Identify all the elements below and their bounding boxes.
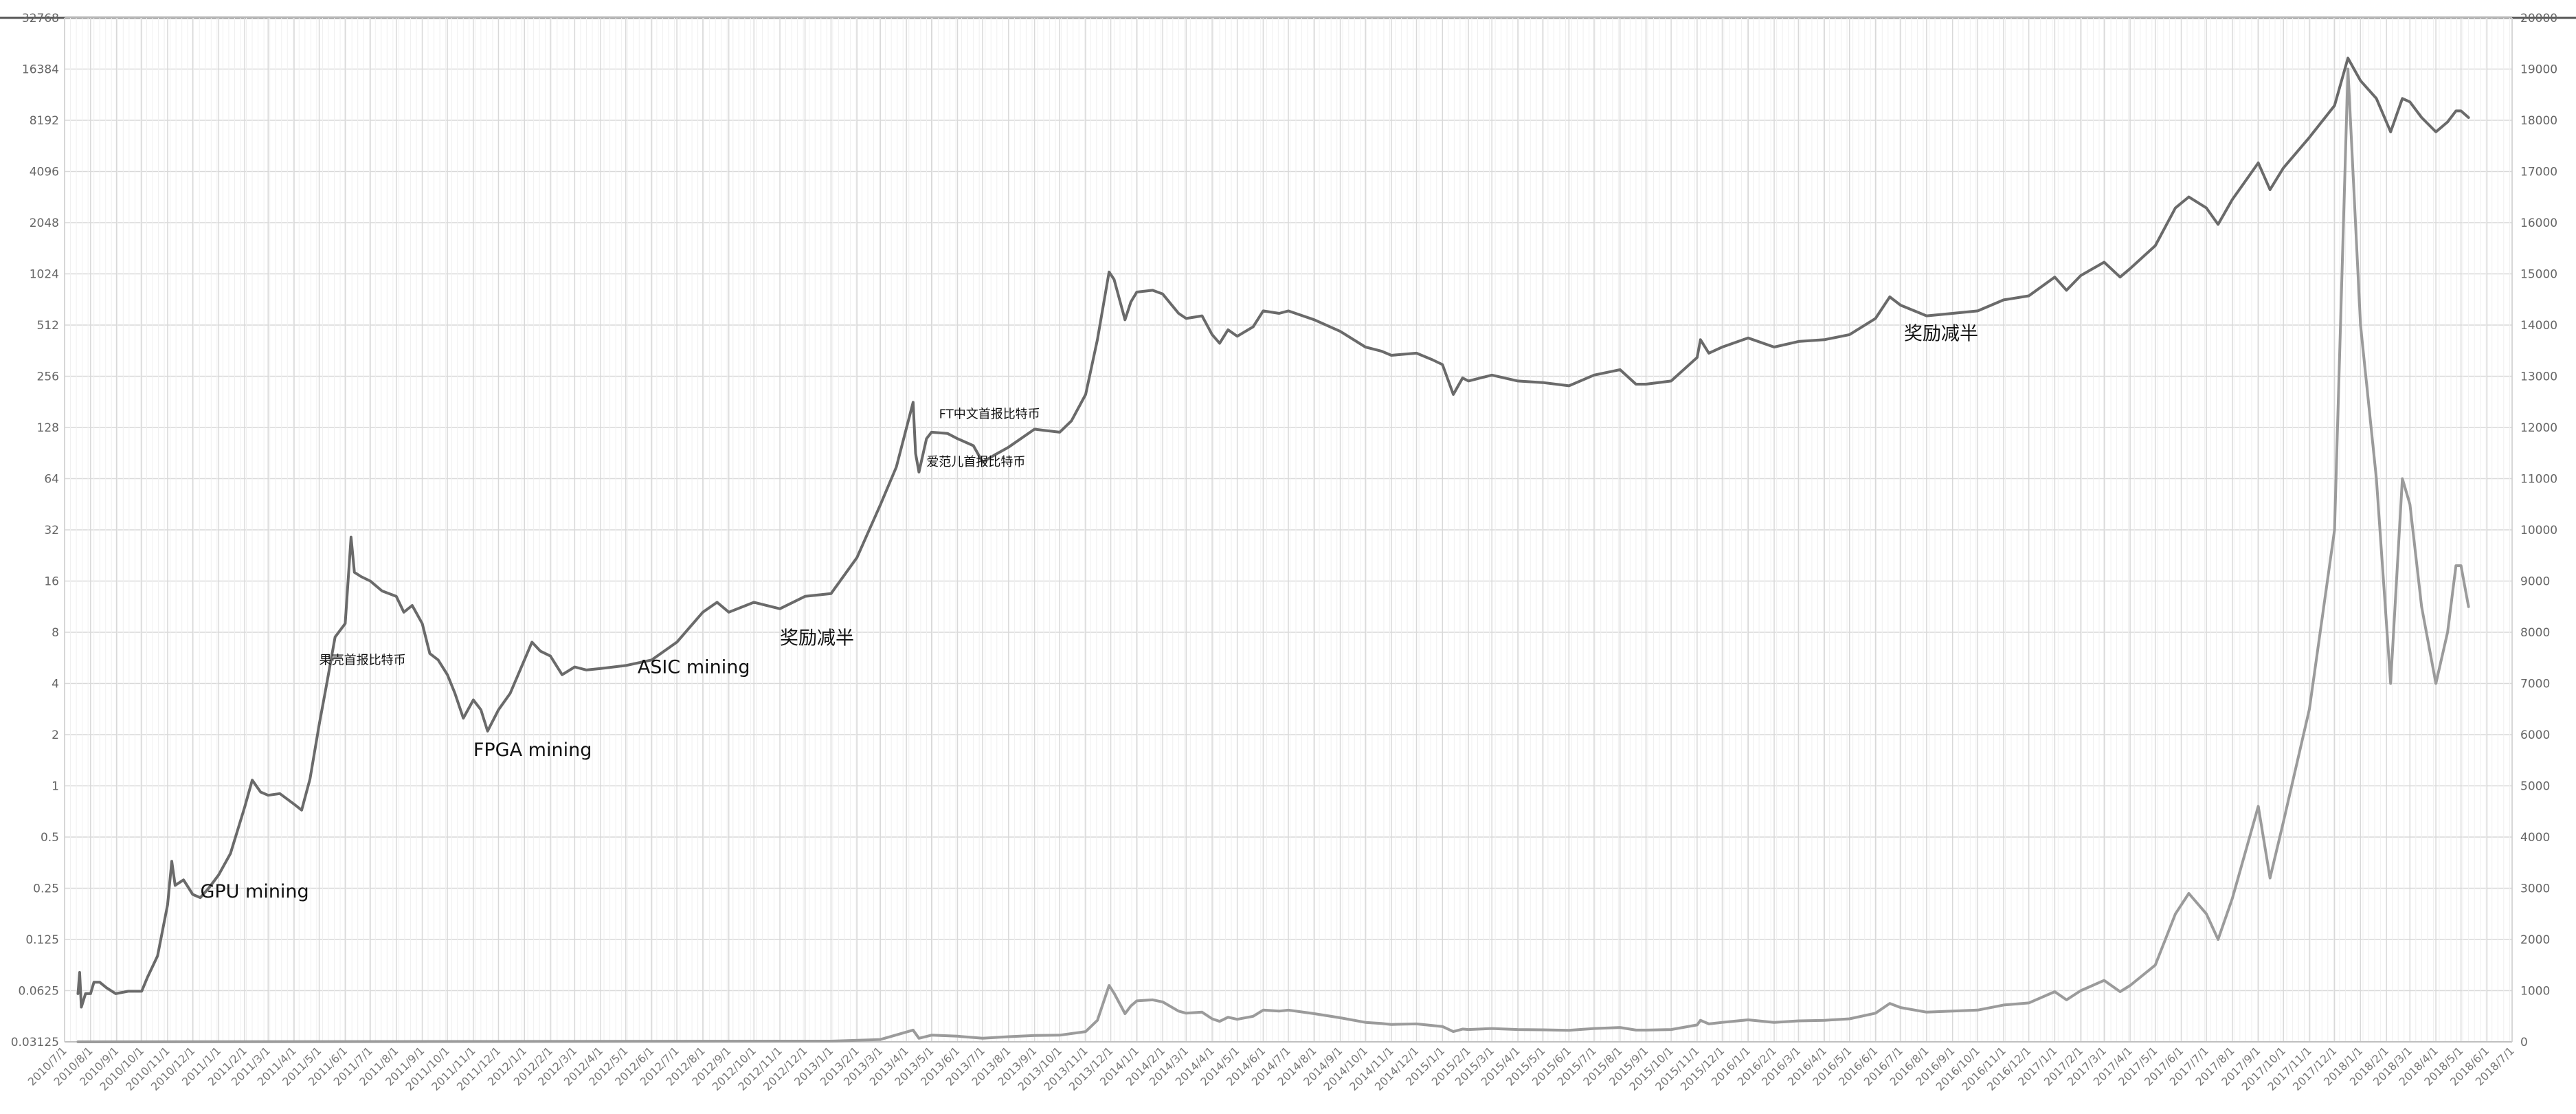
left-tick-label: 256 xyxy=(37,370,59,384)
chart-annotation: FT中文首报比特币 xyxy=(939,408,1040,422)
left-tick-label: 16384 xyxy=(22,63,59,77)
right-tick-label: 17000 xyxy=(2520,166,2557,179)
left-axis-ticks: 0.03125 0.0625 0.125 0.25 0.5 1 2 4 8 16 32 64 128 25… xyxy=(11,12,59,1049)
series-line-left-axis xyxy=(76,56,2470,1009)
left-tick-label: 0.25 xyxy=(33,882,59,896)
right-axis-ticks: 0 1000 2000 3000 4000 5000 6000 7000 8000 9000 100… xyxy=(2520,12,2557,1049)
right-tick-label: 15000 xyxy=(2520,268,2557,282)
left-tick-label: 1024 xyxy=(30,268,59,282)
left-tick-label: 4096 xyxy=(30,166,59,179)
left-tick-label: 0.03125 xyxy=(11,1036,59,1049)
left-tick-label: 8192 xyxy=(30,114,59,128)
right-tick-label: 9000 xyxy=(2520,575,2550,589)
chart-annotation: 奖励减半 xyxy=(1904,323,1978,344)
right-tick-label: 19000 xyxy=(2520,63,2557,77)
left-tick-label: 8 xyxy=(52,626,59,640)
right-tick-label: 12000 xyxy=(2520,421,2557,435)
right-tick-label: 10000 xyxy=(2520,524,2557,537)
chart-annotation: 果壳首报比特币 xyxy=(320,653,406,667)
right-tick-label: 0 xyxy=(2520,1036,2528,1049)
chart-annotation: 奖励减半 xyxy=(780,627,854,649)
right-tick-label: 7000 xyxy=(2520,678,2550,691)
right-tick-label: 14000 xyxy=(2520,319,2557,333)
left-tick-label: 4 xyxy=(52,678,59,691)
right-tick-label: 11000 xyxy=(2520,473,2557,487)
chart-annotation: 爱范儿首报比特币 xyxy=(926,455,1025,469)
left-tick-label: 512 xyxy=(37,319,59,333)
left-tick-label: 16 xyxy=(44,575,59,589)
left-tick-label: 32768 xyxy=(22,12,59,25)
right-tick-label: 2000 xyxy=(2520,933,2550,947)
right-tick-label: 8000 xyxy=(2520,626,2550,640)
left-tick-label: 2 xyxy=(52,728,59,742)
left-tick-label: 64 xyxy=(44,473,59,487)
right-tick-label: 5000 xyxy=(2520,780,2550,794)
annotations: GPU mining 果壳首报比特币 FPGA mining ASIC mining 奖… xyxy=(200,323,1978,902)
series-line-right-axis xyxy=(76,67,2470,1043)
right-tick-label: 18000 xyxy=(2520,114,2557,128)
series-lines xyxy=(76,56,2470,1043)
vertical-gridlines xyxy=(64,18,2513,1043)
left-tick-label: 1 xyxy=(52,780,59,794)
right-tick-label: 3000 xyxy=(2520,882,2550,896)
right-tick-label: 20000 xyxy=(2520,12,2557,25)
right-tick-label: 6000 xyxy=(2520,728,2550,742)
chart-annotation: ASIC mining xyxy=(638,656,750,678)
right-tick-label: 16000 xyxy=(2520,216,2557,230)
right-tick-label: 13000 xyxy=(2520,370,2557,384)
left-tick-label: 0.5 xyxy=(41,831,59,845)
left-tick-label: 2048 xyxy=(30,216,59,230)
left-tick-label: 0.125 xyxy=(25,933,59,947)
chart-annotation: FPGA mining xyxy=(473,739,592,761)
right-tick-label: 4000 xyxy=(2520,831,2550,845)
left-tick-label: 32 xyxy=(44,524,59,537)
left-tick-label: 0.0625 xyxy=(19,985,59,999)
left-tick-label: 128 xyxy=(37,421,59,435)
right-tick-label: 1000 xyxy=(2520,985,2550,999)
chart-annotation: GPU mining xyxy=(200,881,309,902)
